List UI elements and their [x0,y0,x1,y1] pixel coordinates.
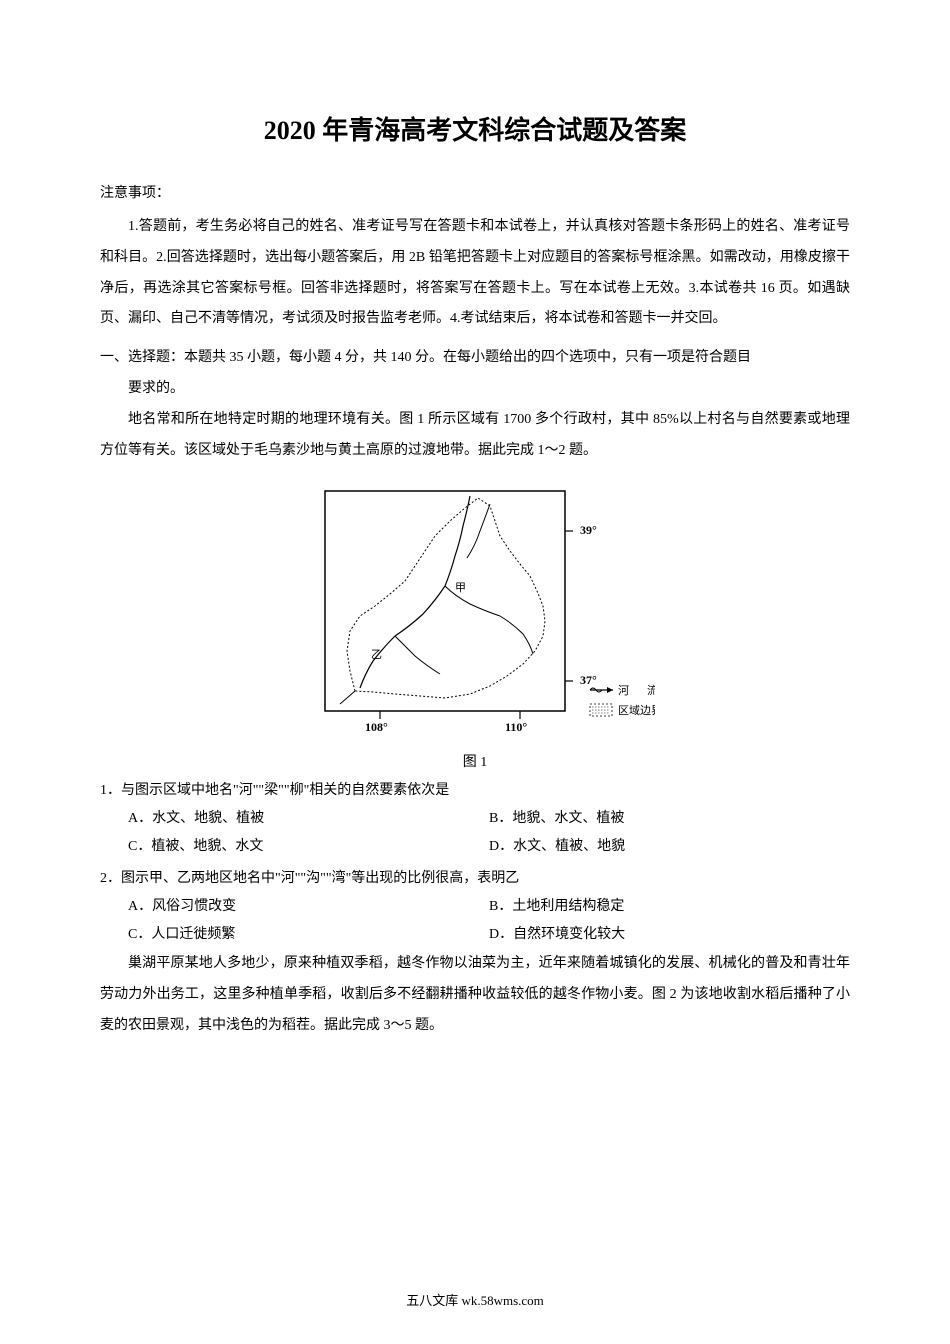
passage-2: 巢湖平原某地人多地少，原来种植双季稻，越冬作物以油菜为主，近年来随着城镇化的发展… [100,949,850,1041]
lat-label-37: 37° [580,673,597,687]
q2-option-d: D．自然环境变化较大 [489,921,850,949]
q1-options-row2: C．植被、地貌、水文 D．水文、植被、地貌 [100,833,850,861]
place-label-jia: 甲 [455,582,466,594]
legend-river-label: 河 [618,684,629,697]
figure-1-caption: 图 1 [100,751,850,771]
page-title: 2020 年青海高考文科综合试题及答案 [100,110,850,147]
q2-option-b: B．土地利用结构稳定 [489,893,850,921]
question-2: 2．图示甲、乙两地区地名中"河""沟""湾"等出现的比例很高，表明乙 [100,865,850,893]
figure-1: 39° 37° 108° 110° 甲 乙 河 流 区域边界 [100,476,850,741]
q2-options-row1: A．风俗习惯改变 B．土地利用结构稳定 [100,893,850,921]
lon-label-110: 110° [505,720,527,734]
q1-option-d: D．水文、植被、地貌 [489,833,850,861]
q1-option-b: B．地貌、水文、植被 [489,805,850,833]
legend-boundary-label: 区域边界 [618,704,655,717]
q1-option-a: A．水文、地貌、植被 [128,805,489,833]
q2-options-row2: C．人口迁徙频繁 D．自然环境变化较大 [100,921,850,949]
lon-label-108: 108° [365,720,388,734]
place-label-yi: 乙 [371,648,382,661]
map-svg: 39° 37° 108° 110° 甲 乙 河 流 区域边界 [295,476,655,736]
page-footer: 五八文库 wk.58wms.com [0,1290,950,1309]
lat-label-39: 39° [580,523,597,537]
question-1: 1．与图示区域中地名"河""梁""柳"相关的自然要素依次是 [100,777,850,805]
passage-1: 地名常和所在地特定时期的地理环境有关。图 1 所示区域有 1700 多个行政村，… [100,405,850,467]
q2-option-a: A．风俗习惯改变 [128,893,489,921]
q1-options-row1: A．水文、地貌、植被 B．地貌、水文、植被 [100,805,850,833]
notice-label: 注意事项： [100,182,850,202]
section-heading-line1: 一、选择题：本题共 35 小题，每小题 4 分，共 140 分。在每小题给出的四… [100,343,850,374]
q2-option-c: C．人口迁徙频繁 [128,921,489,949]
legend-river-label2: 流 [647,683,655,697]
notice-content: 1.答题前，考生务必将自己的姓名、准考证号写在答题卡和本试卷上，并认真核对答题卡… [100,212,850,335]
q1-option-c: C．植被、地貌、水文 [128,833,489,861]
section-heading-line2: 要求的。 [100,374,850,405]
